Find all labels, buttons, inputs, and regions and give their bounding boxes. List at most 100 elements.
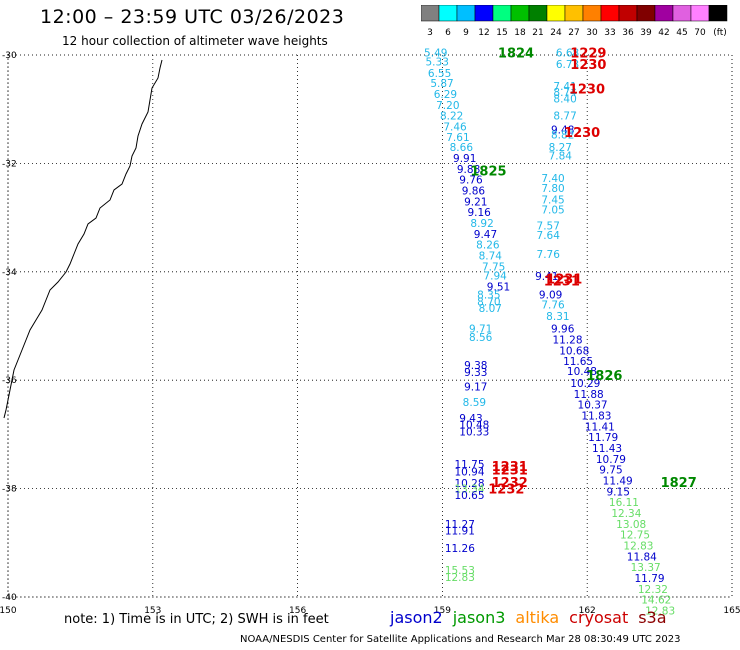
wave-height-label: 8.66 [450, 142, 474, 154]
lat-tick-label: -36 [2, 376, 17, 386]
pass-time-label: 1231 [492, 464, 528, 479]
satellite-legend-s3a: s3a [638, 608, 667, 627]
wave-height-label: 8.77 [553, 111, 576, 123]
wave-height-label: 6.68 [556, 47, 579, 59]
wave-height-label: 5.33 [426, 57, 449, 69]
wave-height-label: 7.41 [553, 81, 576, 93]
wave-height-label: 7.20 [436, 100, 459, 112]
wave-height-label: 12.83 [445, 572, 475, 584]
colorbar-label: 27 [568, 28, 579, 38]
pass-time-label: 1827 [661, 476, 697, 491]
wave-height-label: 11.28 [552, 335, 582, 347]
wave-height-label: 13.34 [454, 484, 484, 496]
wave-height-label: 11.26 [445, 543, 475, 555]
australia-coastline [3, 59, 163, 419]
map-subtitle: 12 hour collection of altimeter wave hei… [62, 34, 328, 48]
wave-height-label: 9.75 [599, 465, 622, 477]
wave-height-label: 10.29 [570, 378, 600, 390]
wave-height-label: 12.32 [638, 584, 668, 596]
wave-height-label: 7.64 [537, 230, 561, 242]
satellite-legend: jason2 jason3 altika cryosat s3a [390, 608, 677, 627]
wave-height-label: 11.27 [445, 519, 475, 531]
lon-tick-label: 150 [0, 606, 17, 616]
graticule-grid [7, 54, 733, 598]
pass-time-label: 1824 [498, 46, 534, 61]
pass-time-label: 1229 [570, 46, 606, 61]
colorbar-label: 9 [463, 28, 469, 38]
colorbar-label: 33 [604, 28, 615, 38]
satellite-legend-jason2: jason2 [390, 608, 443, 627]
wave-height-label: 9.17 [464, 382, 487, 394]
pass-time-labels: 1824 122912301230123018251231123118261231… [470, 46, 696, 497]
wave-height-label: 8.92 [470, 218, 493, 230]
satellite-legend-altika: altika [515, 608, 560, 627]
wave-height-label: 7.84 [549, 150, 573, 162]
wave-height-label: 8.74 [479, 251, 503, 263]
wave-height-label: 7.46 [443, 122, 467, 134]
wave-height-label: 16.11 [609, 497, 639, 509]
pass-time-label: 1230 [564, 126, 600, 141]
colorbar-label: 45 [676, 28, 687, 38]
satellite-legend-jason3: jason3 [452, 608, 506, 627]
wave-height-label: 12.34 [611, 508, 641, 520]
footnote: note: 1) Time is in UTC; 2) SWH is in fe… [64, 612, 329, 627]
lon-tick-label: 153 [144, 606, 161, 616]
wave-height-label: 8.07 [479, 303, 502, 315]
wave-height-label: 10.37 [578, 400, 608, 412]
colorbar-label: 70 [694, 28, 706, 38]
wave-height-label: 5.87 [430, 78, 453, 90]
wave-height-label: 11.65 [563, 356, 593, 368]
lon-tick-label: 165 [723, 606, 740, 616]
wave-height-label: 10.68 [559, 345, 589, 357]
wave-height-label: 9.86 [462, 186, 486, 198]
colorbar-label: 3 [427, 28, 433, 38]
colorbar-swatch [708, 5, 728, 22]
pass-time-label: 1232 [488, 483, 524, 498]
satellite-legend-cryosat: cryosat [569, 608, 629, 627]
wave-height-label: 8.74 [553, 87, 577, 99]
wave-height-label: 10.65 [454, 490, 484, 502]
wave-height-label: 8.40 [553, 93, 576, 105]
map-title: 12:00 – 23:59 UTC 03/26/2023 [40, 6, 345, 28]
wave-height-label: 10.48 [567, 366, 597, 378]
wave-height-label: 10.48 [459, 420, 489, 432]
wave-height-label: 7.76 [537, 249, 561, 261]
wave-height-label: 15.53 [445, 565, 475, 577]
wave-height-label: 9.48 [551, 124, 574, 136]
wave-height-label: 6.55 [428, 68, 451, 80]
wave-height-label: 10.94 [454, 466, 484, 478]
wave-height-label: 9.91 [453, 153, 476, 165]
wave-height-observations: 5.495.336.555.876.297.208.227.467.618.66… [424, 47, 675, 617]
lat-tick-label: -32 [2, 159, 17, 169]
colorbar-label: 42 [658, 28, 669, 38]
wave-height-label: 9.15 [607, 486, 630, 498]
wave-height-label: 8.35 [477, 290, 500, 302]
wave-height-label: 9.76 [459, 175, 483, 187]
wave-height-label: 12.83 [645, 606, 675, 618]
pass-time-label: 1230 [570, 58, 606, 73]
wave-height-label: 12.75 [620, 530, 650, 542]
wave-height-label: 9.47 [474, 229, 497, 241]
wave-height-label: 11.41 [585, 421, 615, 433]
wave-height-label: 7.61 [446, 132, 469, 144]
colorbar-label: 39 [640, 28, 652, 38]
pass-time-label: 1231 [544, 274, 580, 289]
colorbar-label: 6 [445, 28, 451, 38]
wave-height-label: 13.08 [616, 519, 646, 531]
wave-height-label: 7.76 [541, 299, 565, 311]
wave-height-label: 11.79 [588, 432, 618, 444]
wave-height-label: 9.16 [467, 207, 491, 219]
wave-height-label: 10.33 [459, 427, 489, 439]
wave-height-label: 9.21 [464, 196, 487, 208]
wave-height-label: 11.91 [445, 525, 475, 537]
credit-footer: NOAA/NESDIS Center for Satellite Applica… [240, 634, 681, 645]
coastline [3, 59, 163, 419]
wave-height-label: 8.56 [469, 332, 493, 344]
map-frame [7, 54, 733, 598]
wave-height-label: 9.33 [464, 367, 487, 379]
wave-height-label: 8.26 [476, 240, 500, 252]
wave-height-label: 11.79 [635, 573, 665, 585]
wave-height-label: 8.82 [551, 130, 574, 142]
colorbar-label: 24 [550, 28, 562, 38]
pass-time-label: 1825 [470, 164, 506, 179]
